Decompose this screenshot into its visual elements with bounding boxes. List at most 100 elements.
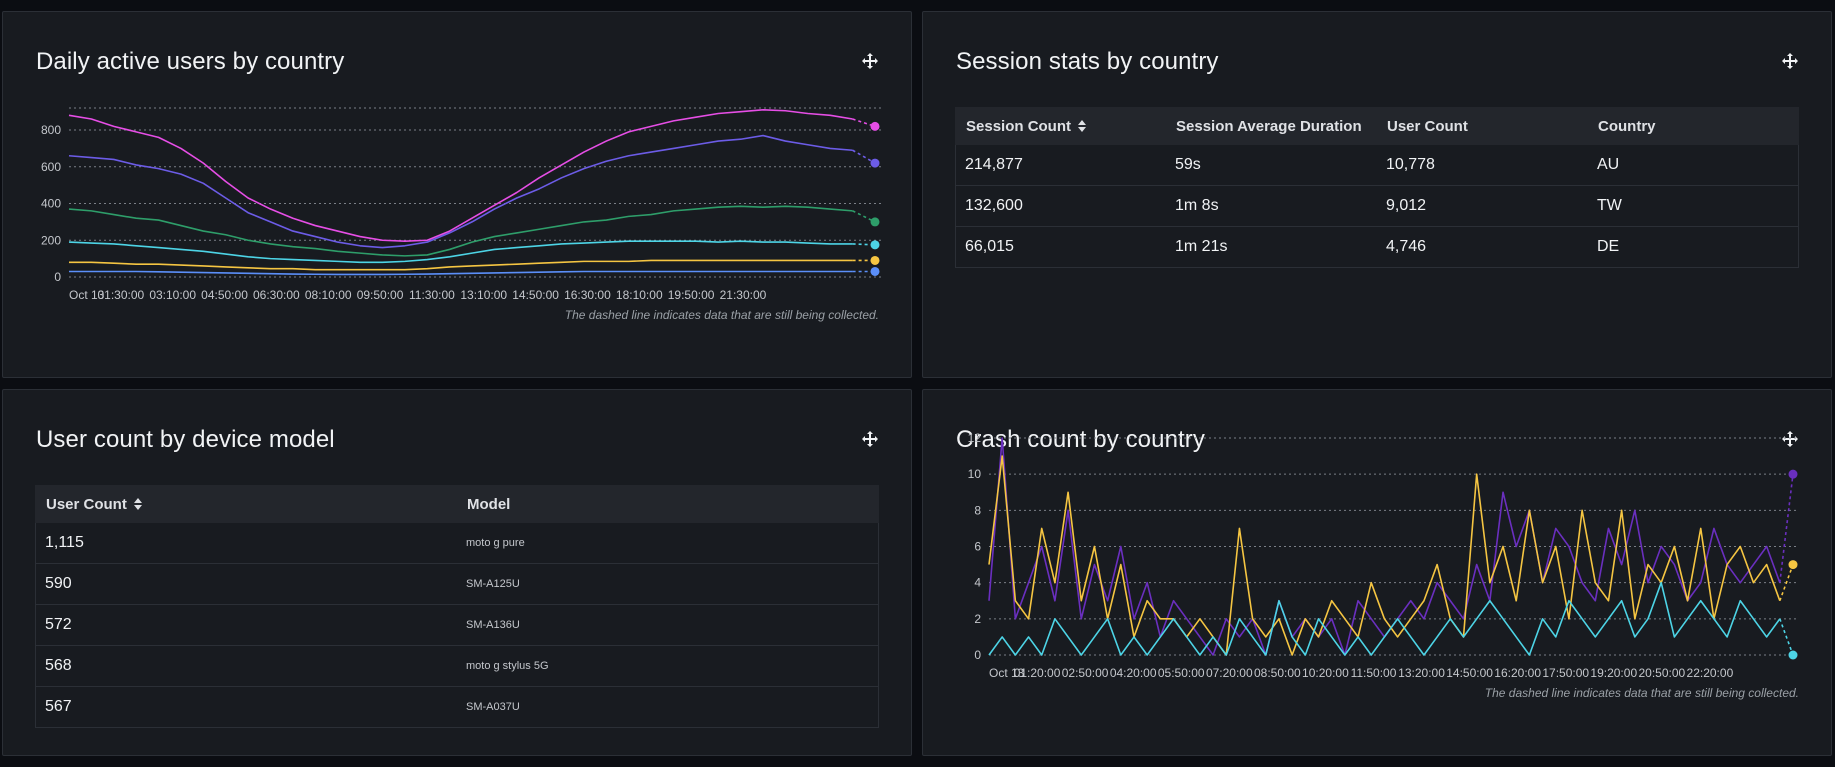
panel-title: User count by device model <box>36 426 335 453</box>
panel-session-stats: Session stats by country Session Count S… <box>922 11 1832 378</box>
x-tick-label: 18:10:00 <box>616 288 663 302</box>
series-end-point <box>870 217 880 227</box>
table-header: User Count Model <box>35 485 879 523</box>
x-tick-label: 09:50:00 <box>357 288 404 302</box>
panel-user-count-by-device: User count by device model User Count Mo… <box>2 389 912 756</box>
table-header: Session Count Session Average Duration U… <box>955 107 1799 145</box>
y-tick-label: 600 <box>41 160 61 174</box>
y-tick-label: 10 <box>968 467 982 481</box>
table-cell: moto g stylus 5G <box>466 660 549 672</box>
column-label: Session Count <box>966 117 1072 135</box>
x-tick-label: 19:20:00 <box>1590 666 1637 680</box>
move-icon[interactable] <box>861 430 879 448</box>
table-cell: 214,877 <box>965 156 1023 173</box>
x-tick-label: 02:50:00 <box>1062 666 1109 680</box>
chart-note: The dashed line indicates data that are … <box>564 308 879 322</box>
x-tick-label: 13:10:00 <box>460 288 507 302</box>
table-cell: 66,015 <box>965 238 1014 255</box>
x-tick-label: 19:50:00 <box>668 288 715 302</box>
column-label: User Count <box>1387 117 1468 135</box>
series-line <box>68 109 853 242</box>
y-tick-label: 6 <box>974 540 981 554</box>
table-row: 1,115 moto g pure <box>36 523 878 564</box>
table-cell: 568 <box>45 657 72 674</box>
column-label: Model <box>467 495 511 513</box>
table-cell: SM-A037U <box>466 701 520 713</box>
x-tick-label: 11:50:00 <box>1351 666 1397 680</box>
table-cell: 132,600 <box>965 197 1023 214</box>
series-line <box>69 259 853 271</box>
series-end-point <box>870 266 880 276</box>
series-end-point <box>1788 560 1798 570</box>
x-tick-label: 20:50:00 <box>1638 666 1685 680</box>
column-header-country[interactable]: Country <box>1587 118 1799 135</box>
move-icon[interactable] <box>861 52 879 70</box>
table-cell: TW <box>1597 197 1622 214</box>
device-table: User Count Model 1,115 moto g pure 590 SM-A… <box>35 485 879 728</box>
table-cell: 567 <box>45 698 72 715</box>
table-row: 590 SM-A125U <box>36 564 878 605</box>
panel-title: Daily active users by country <box>36 48 345 75</box>
column-header-user-count[interactable]: User Count <box>1376 118 1587 135</box>
series-end-point <box>870 255 880 265</box>
move-icon[interactable] <box>1781 430 1799 448</box>
x-tick-label: 13:20:00 <box>1398 666 1445 680</box>
table-row: 567 SM-A037U <box>36 687 878 728</box>
column-header-session-count[interactable]: Session Count <box>955 118 1165 135</box>
table-cell: moto g pure <box>466 537 525 549</box>
y-tick-label: 12 <box>968 431 982 445</box>
table-cell: 1m 8s <box>1175 197 1219 214</box>
column-header-user-count[interactable]: User Count <box>35 496 456 513</box>
x-tick-label: 04:20:00 <box>1110 666 1157 680</box>
series-line <box>69 270 853 276</box>
series-incomplete-segment <box>1779 618 1794 656</box>
series-end-point <box>870 158 880 168</box>
x-tick-label: 06:30:00 <box>253 288 300 302</box>
x-tick-label: 16:30:00 <box>564 288 611 302</box>
x-tick-label: 21:30:00 <box>720 288 767 302</box>
x-tick-label: 07:20:00 <box>1206 666 1253 680</box>
series-end-point <box>870 121 880 131</box>
sort-icon[interactable] <box>1077 119 1087 133</box>
sort-icon[interactable] <box>133 497 143 511</box>
session-table: Session Count Session Average Duration U… <box>955 107 1799 268</box>
table-cell: SM-A125U <box>466 578 520 590</box>
x-tick-label: 11:30:00 <box>409 288 455 302</box>
table-cell: 4,746 <box>1386 238 1427 255</box>
column-header-model[interactable]: Model <box>456 496 879 513</box>
table-row: 214,877 59s 10,778 AU <box>956 145 1798 186</box>
y-tick-label: 200 <box>41 233 61 247</box>
series-line <box>988 581 1781 656</box>
table-row: 568 moto g stylus 5G <box>36 646 878 687</box>
x-tick-label: 10:20:00 <box>1302 666 1349 680</box>
table-cell: 10,778 <box>1386 156 1435 173</box>
y-tick-label: 800 <box>41 123 61 137</box>
table-cell: SM-A136U <box>466 619 520 631</box>
x-tick-label: 01:30:00 <box>97 288 144 302</box>
chart-note: The dashed line indicates data that are … <box>1484 686 1799 700</box>
y-tick-label: 0 <box>54 270 61 284</box>
move-icon[interactable] <box>1781 52 1799 70</box>
series-end-point <box>1788 650 1798 660</box>
table-row: 66,015 1m 21s 4,746 DE <box>956 227 1798 268</box>
x-tick-label: 14:50:00 <box>512 288 559 302</box>
table-body: 1,115 moto g pure 590 SM-A125U 572 SM-A136U 56… <box>35 523 879 728</box>
x-tick-label: 01:20:00 <box>1014 666 1061 680</box>
x-tick-label: Oct 13 <box>69 288 105 302</box>
series-end-point <box>1788 469 1798 479</box>
panel-crash-count: Crash count by country 0 2 4 6 8 10 12 Oct 13 01… <box>922 389 1832 756</box>
x-tick-label: 05:50:00 <box>1158 666 1205 680</box>
x-tick-label: 08:50:00 <box>1254 666 1301 680</box>
x-tick-label: 04:50:00 <box>201 288 248 302</box>
y-tick-label: 8 <box>974 503 981 517</box>
x-tick-label: 03:10:00 <box>149 288 196 302</box>
column-label: User Count <box>46 495 127 513</box>
table-cell: DE <box>1597 238 1620 255</box>
column-label: Session Average Duration <box>1176 117 1362 135</box>
y-tick-label: 2 <box>974 612 981 626</box>
table-row: 572 SM-A136U <box>36 605 878 646</box>
column-header-session-average-duration[interactable]: Session Average Duration <box>1165 118 1376 135</box>
x-tick-label: 17:50:00 <box>1542 666 1589 680</box>
x-tick-label: 08:10:00 <box>305 288 352 302</box>
